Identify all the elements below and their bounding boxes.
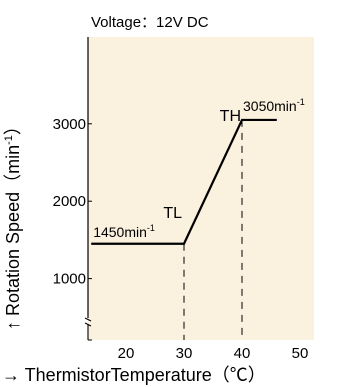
y-tick-label: 1000 [53, 271, 86, 288]
x-tick-label: 50 [292, 345, 309, 362]
y-axis-label: ↑ Rotation Speed（min-1） [3, 117, 23, 330]
marker-label-th: TH [220, 108, 241, 125]
x-tick-label: 40 [234, 345, 251, 362]
marker-label-tl: TL [163, 205, 182, 222]
marker-labels: TL TH [163, 108, 241, 222]
x-tick-label: 20 [118, 345, 135, 362]
x-ticks: 20 30 40 50 [118, 345, 309, 362]
plot-background [88, 37, 314, 340]
annotation-value: 1450min [93, 224, 147, 240]
y-axis-break [84, 317, 92, 341]
annotation-low: 1450min-1 [93, 223, 155, 240]
annotation-superscript: -1 [147, 223, 155, 233]
y-tick-label: 3000 [53, 116, 86, 133]
series-line [91, 118, 277, 245]
x-tick-label: 30 [176, 345, 193, 362]
annotation-high: 3050min-1 [243, 97, 305, 114]
chart-title: Voltage：12V DC [91, 14, 209, 31]
x-axis-label: → ThermistorTemperature（℃） [2, 365, 266, 385]
y-tick-label: 2000 [53, 193, 86, 210]
marker-guides [183, 119, 243, 340]
y-ticks: 1000 2000 3000 [53, 116, 92, 288]
annotation-value: 3050min [243, 98, 297, 114]
series-group [91, 118, 277, 245]
annotation-superscript: -1 [297, 97, 305, 107]
